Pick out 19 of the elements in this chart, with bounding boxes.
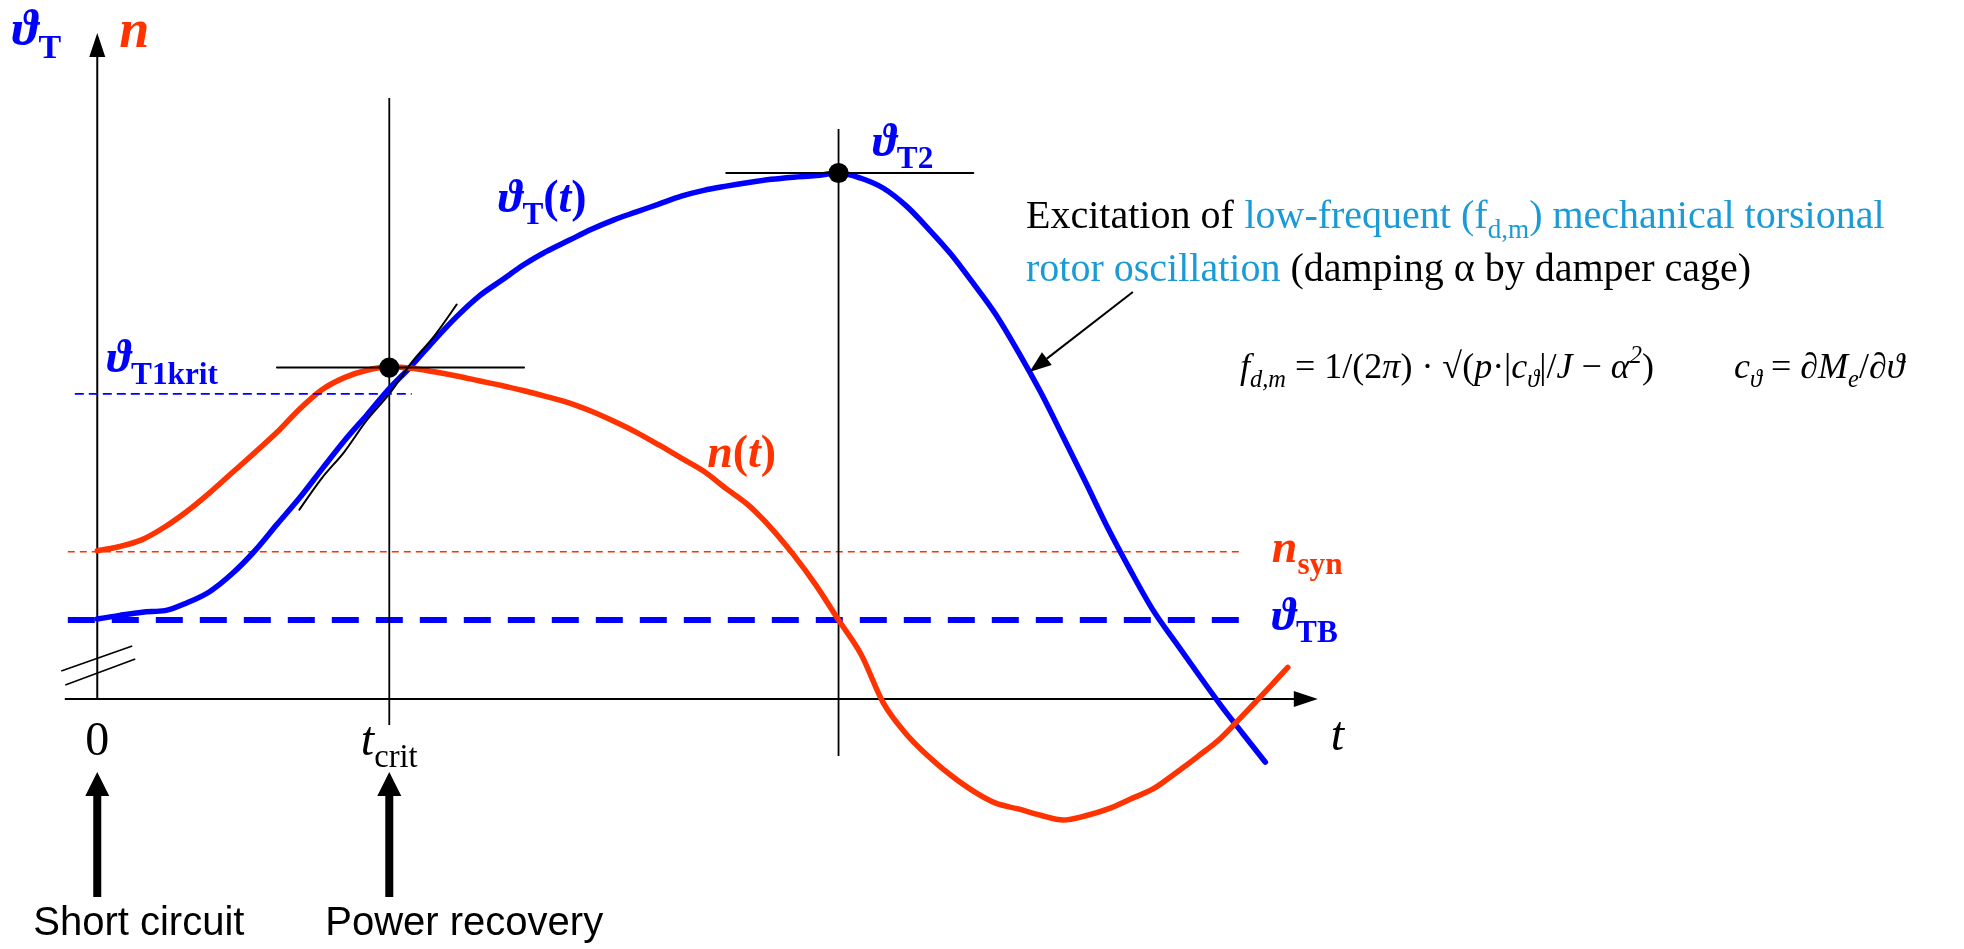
x-axis-title: t bbox=[1330, 707, 1346, 760]
ref-line-label: n$_{syn}$ bbox=[1271, 520, 1343, 581]
text: c$_{ϑ}$ = ∂M$_{e}$/∂ϑ bbox=[1733, 346, 1907, 393]
annotation: (damping α by damper cage) bbox=[1290, 245, 1752, 290]
text: Power recovery bbox=[325, 899, 604, 943]
x-tick-label: 0 bbox=[85, 712, 110, 765]
series-label: n(t) bbox=[707, 426, 777, 478]
y2-axis-title: n bbox=[119, 0, 150, 59]
ref-line-label: ϑ$_{TB}$ bbox=[1271, 589, 1338, 650]
series-label: ϑ$_{T}$(t) bbox=[498, 171, 587, 232]
y-axis-title: ϑ$_{T}$ bbox=[12, 0, 62, 65]
annotation: Excitation of bbox=[1026, 192, 1235, 237]
annotation: rotor oscillation bbox=[1026, 245, 1281, 290]
annotation: ϑ$_{T2}$ bbox=[872, 115, 934, 175]
annotation: low-frequent (f$_{d,m}$) mechanical torsional bbox=[1244, 192, 1885, 245]
text: f$_{d,m}$ = 1/(2π) · √(p·|c$_{ϑ}$|/J − α$^{2}$) bbox=[1240, 340, 1654, 393]
x-tick-label: t$_{crit}$ bbox=[360, 712, 418, 775]
text: Short circuit bbox=[33, 899, 245, 943]
series-label: ϑ$_{T1krit}$ bbox=[106, 330, 219, 391]
